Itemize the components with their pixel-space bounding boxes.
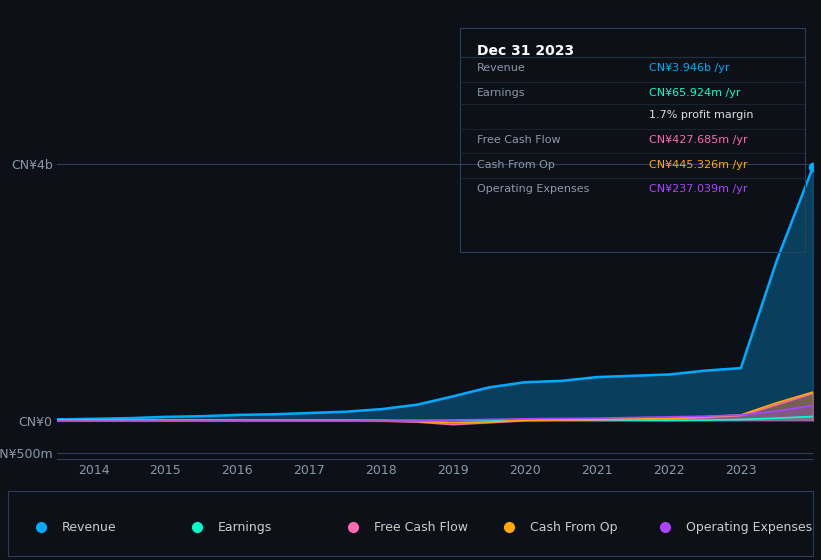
Text: CN¥3.946b /yr: CN¥3.946b /yr [649,63,730,73]
Text: CN¥65.924m /yr: CN¥65.924m /yr [649,88,741,98]
Text: Free Cash Flow: Free Cash Flow [477,135,561,145]
Text: Revenue: Revenue [477,63,525,73]
Text: 1.7% profit margin: 1.7% profit margin [649,110,754,120]
Text: Operating Expenses: Operating Expenses [686,521,812,534]
Text: Operating Expenses: Operating Expenses [477,184,589,194]
Text: Cash From Op: Cash From Op [477,160,555,170]
Text: Earnings: Earnings [477,88,525,98]
Text: CN¥237.039m /yr: CN¥237.039m /yr [649,184,748,194]
Text: Cash From Op: Cash From Op [530,521,617,534]
Text: Earnings: Earnings [218,521,272,534]
Text: Revenue: Revenue [62,521,117,534]
Text: CN¥445.326m /yr: CN¥445.326m /yr [649,160,748,170]
Text: Free Cash Flow: Free Cash Flow [374,521,467,534]
Text: CN¥427.685m /yr: CN¥427.685m /yr [649,135,748,145]
Text: Dec 31 2023: Dec 31 2023 [477,44,574,58]
